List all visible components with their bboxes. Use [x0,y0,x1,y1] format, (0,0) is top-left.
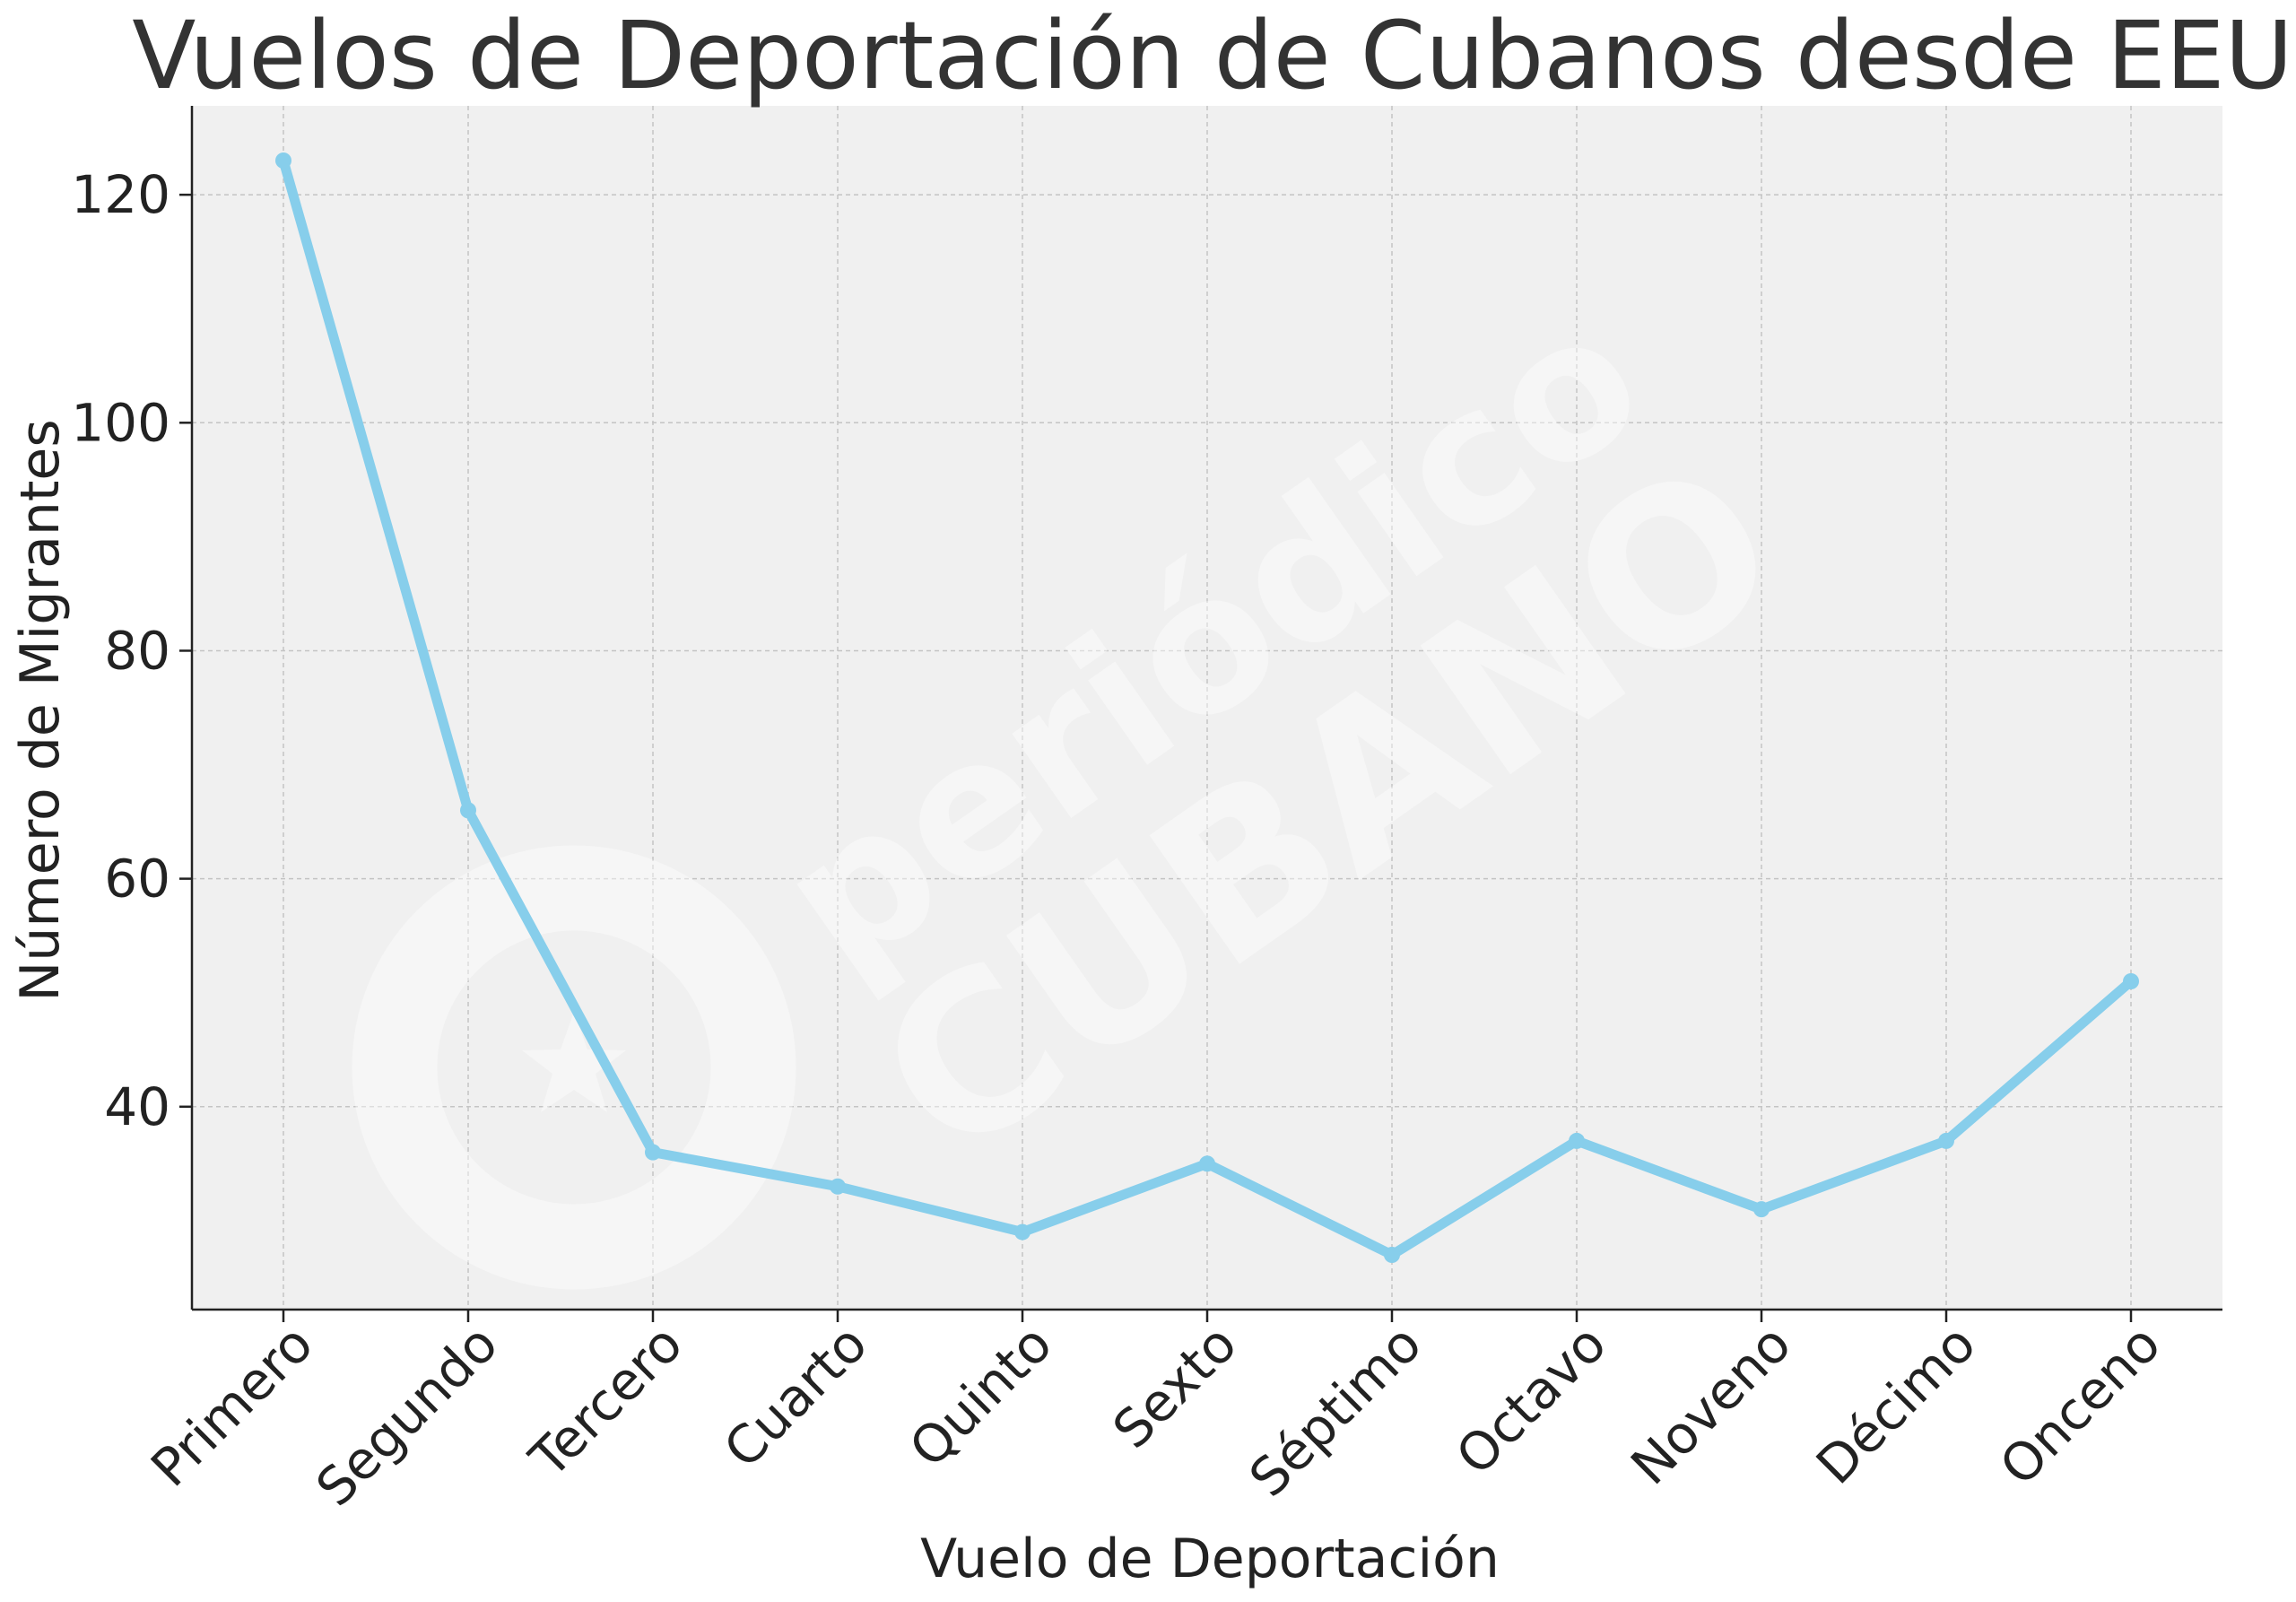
y-tick-label: 40 [104,1076,170,1137]
data-point [1384,1247,1400,1263]
y-ticks: 40 60 80 100 120 [71,164,192,1137]
data-point [1753,1201,1770,1218]
y-tick-label: 100 [71,392,170,453]
data-point [460,802,476,819]
star-swirl-logo-icon [352,845,796,1290]
series-marks [275,152,2139,1263]
x-axis-label: Vuelo de Deportación [920,1528,1500,1590]
y-tick-label: 120 [71,164,170,225]
data-point [645,1144,661,1161]
data-point [830,1178,846,1195]
data-point [2123,973,2139,989]
data-point [1014,1223,1031,1241]
data-point [1569,1132,1585,1149]
data-point [1938,1132,1954,1149]
data-point [1199,1155,1215,1172]
y-tick-label: 80 [104,620,170,681]
data-point [275,152,291,169]
grid [192,106,2222,1310]
y-axis-label: Número de Migrantes [9,419,72,1001]
chart-title: Vuelos de Deportación de Cubanos desde E… [132,1,2296,110]
y-tick-label: 60 [104,849,170,910]
